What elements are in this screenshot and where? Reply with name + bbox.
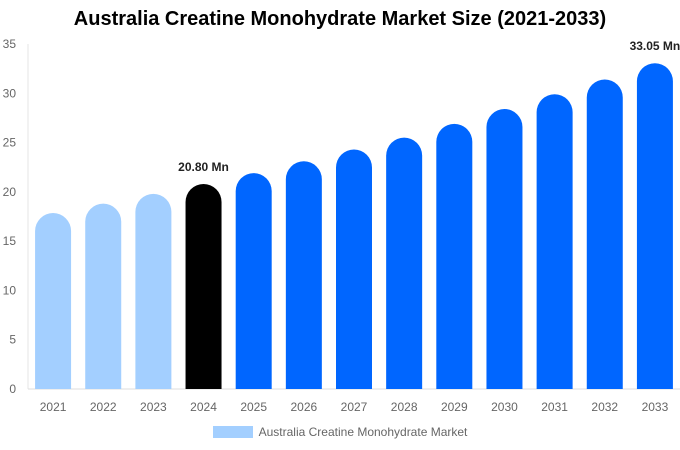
y-tick-label: 0 xyxy=(9,382,16,396)
legend-label: Australia Creatine Monohydrate Market xyxy=(258,425,468,439)
x-tick-label: 2024 xyxy=(190,400,217,414)
bar-2023 xyxy=(135,193,172,389)
data-label: 33.05 Mn xyxy=(630,39,680,53)
bar-2031 xyxy=(536,94,573,390)
chart-title: Australia Creatine Monohydrate Market Si… xyxy=(73,8,607,30)
bar-2025 xyxy=(235,173,272,389)
bar-2027 xyxy=(336,149,372,389)
x-tick-label: 2026 xyxy=(290,400,317,414)
data-label: 20.80 Mn xyxy=(178,160,229,174)
bar-2022 xyxy=(85,203,122,389)
y-tick-label: 25 xyxy=(3,136,17,150)
x-tick-label: 2029 xyxy=(441,400,468,414)
legend-swatch xyxy=(212,426,253,438)
bar-2030 xyxy=(486,109,523,390)
x-tick-label: 2021 xyxy=(40,400,67,414)
x-tick-label: 2031 xyxy=(541,400,568,414)
x-tick-label: 2032 xyxy=(591,400,618,414)
bar-2028 xyxy=(386,137,423,389)
y-tick-label: 30 xyxy=(3,86,17,100)
bar-2029 xyxy=(436,123,473,390)
y-tick-label: 15 xyxy=(3,234,17,248)
bar-2033 xyxy=(636,63,673,389)
x-tick-label: 2028 xyxy=(391,400,418,414)
x-tick-label: 2022 xyxy=(90,400,117,414)
x-tick-label: 2025 xyxy=(240,400,267,414)
y-tick-label: 5 xyxy=(9,333,16,347)
x-tick-label: 2027 xyxy=(341,400,368,414)
bar-2032 xyxy=(586,79,623,389)
x-tick-label: 2030 xyxy=(491,400,518,414)
y-tick-label: 35 xyxy=(3,37,17,51)
y-tick-label: 20 xyxy=(3,185,17,199)
y-tick-label: 10 xyxy=(3,283,17,297)
bar-2024 xyxy=(185,183,222,389)
legend[interactable]: Australia Creatine Monohydrate Market xyxy=(0,425,680,439)
x-tick-label: 2023 xyxy=(140,400,167,414)
bar-2026 xyxy=(285,161,322,389)
bar-2021 xyxy=(35,213,72,389)
x-tick-label: 2033 xyxy=(642,400,669,414)
